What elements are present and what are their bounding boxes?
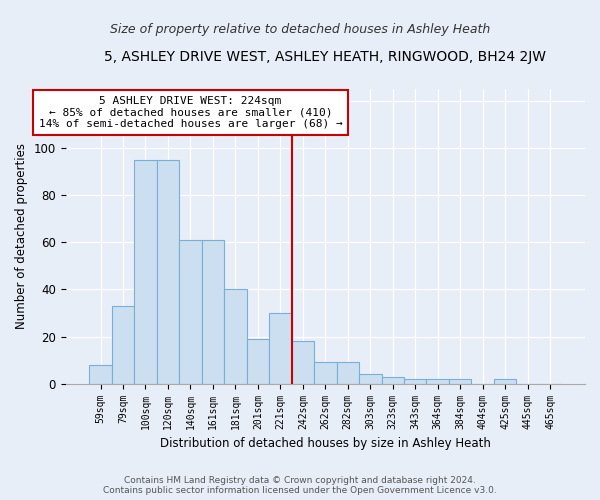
- Bar: [427, 379, 449, 384]
- Bar: [404, 379, 427, 384]
- Bar: [494, 379, 517, 384]
- Title: 5, ASHLEY DRIVE WEST, ASHLEY HEATH, RINGWOOD, BH24 2JW: 5, ASHLEY DRIVE WEST, ASHLEY HEATH, RING…: [104, 50, 547, 64]
- Bar: [269, 313, 292, 384]
- Bar: [157, 160, 179, 384]
- Text: 5 ASHLEY DRIVE WEST: 224sqm
← 85% of detached houses are smaller (410)
14% of se: 5 ASHLEY DRIVE WEST: 224sqm ← 85% of det…: [38, 96, 343, 129]
- Bar: [449, 379, 472, 384]
- Bar: [134, 160, 157, 384]
- Text: Contains HM Land Registry data © Crown copyright and database right 2024.
Contai: Contains HM Land Registry data © Crown c…: [103, 476, 497, 495]
- Bar: [224, 290, 247, 384]
- Bar: [314, 362, 337, 384]
- Bar: [112, 306, 134, 384]
- Y-axis label: Number of detached properties: Number of detached properties: [15, 143, 28, 329]
- Bar: [247, 339, 269, 384]
- Bar: [337, 362, 359, 384]
- X-axis label: Distribution of detached houses by size in Ashley Heath: Distribution of detached houses by size …: [160, 437, 491, 450]
- Bar: [89, 365, 112, 384]
- Bar: [179, 240, 202, 384]
- Bar: [292, 341, 314, 384]
- Bar: [202, 240, 224, 384]
- Text: Size of property relative to detached houses in Ashley Heath: Size of property relative to detached ho…: [110, 22, 490, 36]
- Bar: [359, 374, 382, 384]
- Bar: [382, 376, 404, 384]
